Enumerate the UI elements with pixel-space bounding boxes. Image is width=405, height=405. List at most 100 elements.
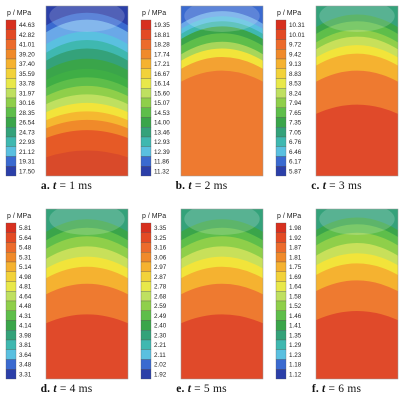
legend-swatch [5, 97, 17, 108]
contour-band [316, 6, 398, 28]
contour-plot: p / MPa 10.31 10.01 9.72 9.42 9.13 8.83 8.53 8.2… [275, 5, 399, 177]
contour-frame [180, 208, 264, 380]
legend-value: 5.87 [289, 168, 302, 175]
legend-swatch [275, 117, 287, 128]
legend-swatch [5, 78, 17, 89]
legend-swatch [140, 29, 152, 40]
legend-swatch [275, 242, 287, 253]
legend-value: 1.58 [289, 293, 302, 300]
legend-value: 24.73 [19, 129, 35, 136]
legend-swatch [5, 166, 17, 177]
legend-value: 3.48 [19, 362, 32, 369]
legend-swatch [275, 97, 287, 108]
legend-swatch [140, 39, 152, 50]
legend-swatch [140, 78, 152, 89]
contour-plot: p / MPa 19.35 18.81 18.28 17.74 17.21 16.67 16.… [140, 5, 264, 177]
caption-variable: t [187, 383, 192, 395]
panel-caption: f. t = 6 ms [270, 383, 403, 399]
legend-value: 8.53 [289, 81, 302, 88]
contour-panel: p / MPa 1.98 1.92 1.87 1.81 1.75 1.69 1.64 1.58 1… [270, 203, 403, 403]
legend-swatch [5, 300, 17, 311]
legend-swatch [140, 359, 152, 370]
contour-frame [45, 208, 129, 380]
legend-value: 19.35 [154, 22, 170, 29]
caption-letter: b. [175, 180, 186, 192]
legend-swatch [140, 320, 152, 331]
legend-value: 10.31 [289, 22, 305, 29]
legend-swatch [140, 166, 152, 177]
caption-time: = 2 ms [194, 180, 228, 192]
legend-value: 3.25 [154, 235, 167, 242]
caption-time: = 3 ms [329, 180, 362, 192]
contour-highlight [49, 209, 125, 235]
legend-swatch [140, 261, 152, 272]
contour-plot: p / MPa 5.81 5.64 5.48 5.31 5.14 4.98 4.81 4.64 4… [5, 208, 129, 380]
legend-swatch [140, 222, 152, 233]
legend-swatch [5, 320, 17, 331]
legend-value: 14.53 [154, 110, 170, 117]
legend-value: 16.14 [154, 81, 170, 88]
legend-swatch [140, 97, 152, 108]
legend-swatch [5, 107, 17, 118]
legend-value: 9.42 [289, 51, 302, 58]
legend-value: 1.92 [154, 371, 167, 378]
legend-value: 9.13 [289, 61, 302, 68]
legend-value: 1.81 [289, 254, 302, 261]
legend-value: 21.12 [19, 149, 35, 156]
panel-caption: e. t = 5 ms [135, 383, 268, 399]
legend-value: 7.35 [289, 120, 302, 127]
legend-swatch [275, 222, 287, 233]
caption-time: = 4 ms [59, 383, 93, 395]
contour-panel: p / MPa 3.35 3.25 3.16 3.06 2.97 2.87 2.78 2.68 2… [135, 203, 268, 403]
contour-panel: p / MPa 5.81 5.64 5.48 5.31 5.14 4.98 4.81 4.64 4… [0, 203, 133, 403]
legend-swatch [140, 330, 152, 341]
unit-label: p / MPa [7, 213, 31, 220]
contour-field [46, 6, 128, 176]
legend-value: 15.07 [154, 100, 170, 107]
legend-value: 3.35 [154, 225, 167, 232]
legend-value: 10.01 [289, 32, 305, 39]
legend-swatch [140, 127, 152, 138]
legend-swatch [5, 369, 17, 380]
legend-value: 5.48 [19, 245, 32, 252]
contour-highlight [184, 6, 260, 32]
legend-value: 41.01 [19, 42, 35, 49]
legend-swatch [140, 88, 152, 99]
contour-panel: p / MPa 44.63 42.82 41.01 39.20 37.40 35.59 33.… [0, 0, 133, 200]
legend-swatch [5, 19, 17, 30]
legend-value: 44.63 [19, 22, 35, 29]
legend-value: 18.81 [154, 32, 170, 39]
legend-value: 2.68 [154, 293, 167, 300]
legend-value: 26.54 [19, 120, 35, 127]
legend-swatch [275, 330, 287, 341]
panel-caption: d. t = 4 ms [0, 383, 133, 399]
contour-plot: p / MPa 44.63 42.82 41.01 39.20 37.40 35.59 33.… [5, 5, 129, 177]
caption-letter: c. [311, 180, 320, 192]
legend-value: 5.14 [19, 264, 32, 271]
legend-value: 2.97 [154, 264, 167, 271]
legend-value: 4.81 [19, 284, 32, 291]
contour-frame [45, 5, 129, 177]
legend-value: 6.17 [289, 159, 302, 166]
legend-swatch [140, 291, 152, 302]
legend-value: 16.67 [154, 71, 170, 78]
legend-swatch [140, 242, 152, 253]
contour-band [181, 209, 263, 233]
legend-value: 1.75 [289, 264, 302, 271]
legend-value: 3.81 [19, 342, 32, 349]
legend-swatch [140, 232, 152, 243]
legend-value: 2.40 [154, 323, 167, 330]
legend-swatch [140, 117, 152, 128]
legend-value: 37.40 [19, 61, 35, 68]
legend-value: 1.92 [289, 235, 302, 242]
contour-highlight [49, 6, 125, 32]
legend-value: 12.93 [154, 139, 170, 146]
legend-swatch [275, 127, 287, 138]
legend-value: 3.06 [154, 254, 167, 261]
caption-letter: a. [40, 180, 50, 192]
unit-label: p / MPa [277, 213, 301, 220]
unit-label: p / MPa [142, 213, 166, 220]
legend-value: 9.72 [289, 42, 302, 49]
legend-swatch [275, 146, 287, 157]
legend-swatch [5, 339, 17, 350]
